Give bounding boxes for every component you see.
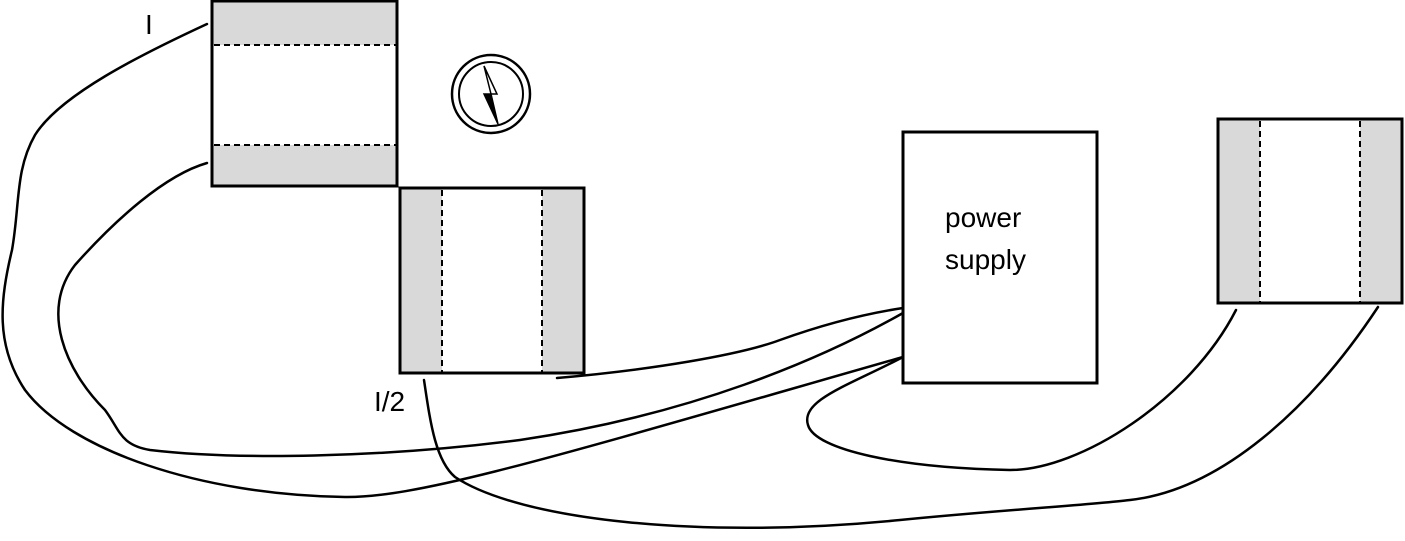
- coil-right-band-left: [1218, 119, 1260, 303]
- coil-top-band-lower: [212, 145, 397, 186]
- coil-middle: [400, 188, 584, 373]
- power-supply-label-line1: power: [945, 202, 1021, 233]
- power-supply-label-line2: supply: [945, 244, 1026, 275]
- wires: [3, 24, 1378, 528]
- wire-coil2-right-to-supply: [557, 308, 903, 378]
- current-label-full: I: [145, 9, 153, 40]
- coil-top: [212, 1, 397, 186]
- compass-icon: [452, 55, 530, 133]
- coil-right-band-right: [1360, 119, 1402, 303]
- coil-middle-band-left: [400, 188, 442, 373]
- coil-right: [1218, 119, 1402, 303]
- coil-top-band-upper: [212, 1, 397, 45]
- power-supply: power supply: [903, 132, 1097, 383]
- current-label-half: I/2: [374, 386, 405, 417]
- coil-middle-band-right: [542, 188, 584, 373]
- wire-coil1-bottom-to-supply: [58, 163, 903, 456]
